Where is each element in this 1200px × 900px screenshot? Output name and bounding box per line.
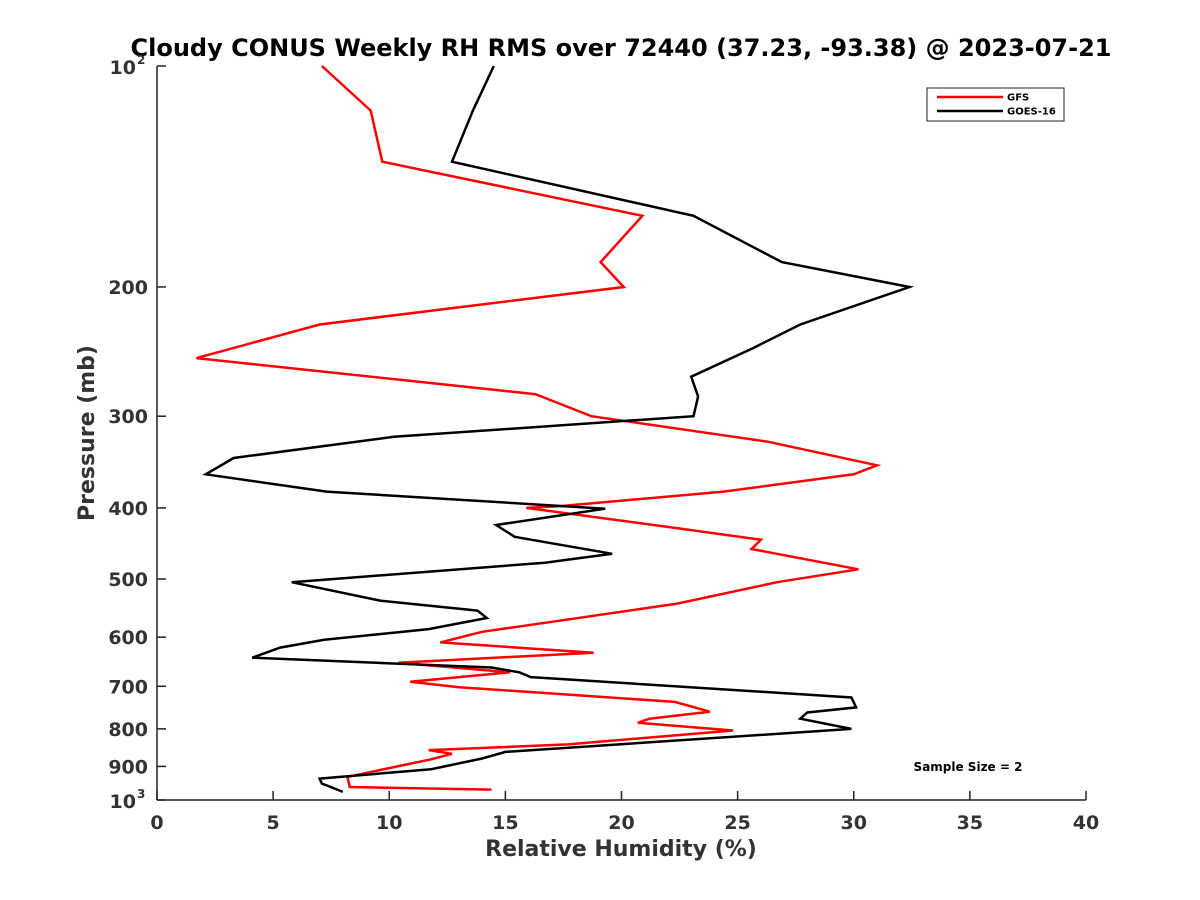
y-tick-label-base: 10 [110, 57, 136, 79]
series-lines [196, 65, 915, 794]
plot-axes [156, 66, 1086, 801]
x-tick-label: 40 [1073, 812, 1099, 834]
x-tick-label: 25 [724, 812, 750, 834]
y-axis-label: Pressure (mb) [75, 345, 100, 521]
legend-label-gfs: GFS [1007, 93, 1029, 104]
y-tick-label: 800 [108, 719, 148, 741]
x-axis-label: Relative Humidity (%) [485, 837, 757, 862]
y-tick-label: 600 [108, 627, 148, 649]
legend: GFS GOES-16 [926, 87, 1065, 122]
x-tick-label: 30 [841, 812, 867, 834]
y-tick-label: 200 [108, 277, 148, 299]
y-tick-label: 300 [108, 406, 148, 428]
y-tick-label: 400 [108, 498, 148, 520]
y-tick-label-exponent: 2 [137, 53, 145, 67]
x-tick-label: 0 [150, 812, 163, 834]
series-line-gfs [196, 65, 882, 791]
sample-size-annotation: Sample Size = 2 [914, 760, 1023, 774]
x-tick-label: 15 [492, 812, 518, 834]
y-tick-label: 700 [108, 676, 148, 698]
series-line-goes16 [202, 65, 915, 794]
x-tick-label: 35 [957, 812, 983, 834]
legend-box [926, 87, 1065, 122]
y-tick-label: 500 [108, 569, 148, 591]
legend-label-goes16: GOES-16 [1007, 107, 1056, 118]
y-tick-label-base: 10 [110, 791, 136, 813]
x-tick-label: 5 [267, 812, 280, 834]
x-tick-label: 20 [608, 812, 634, 834]
x-axis-ticks: 0 5 10 15 20 25 30 35 40 [150, 791, 1099, 834]
x-tick-label: 10 [376, 812, 402, 834]
y-tick-label-exponent: 3 [137, 787, 145, 801]
chart-title: Cloudy CONUS Weekly RH RMS over 72440 (3… [131, 34, 1112, 62]
y-tick-label: 900 [108, 756, 148, 778]
